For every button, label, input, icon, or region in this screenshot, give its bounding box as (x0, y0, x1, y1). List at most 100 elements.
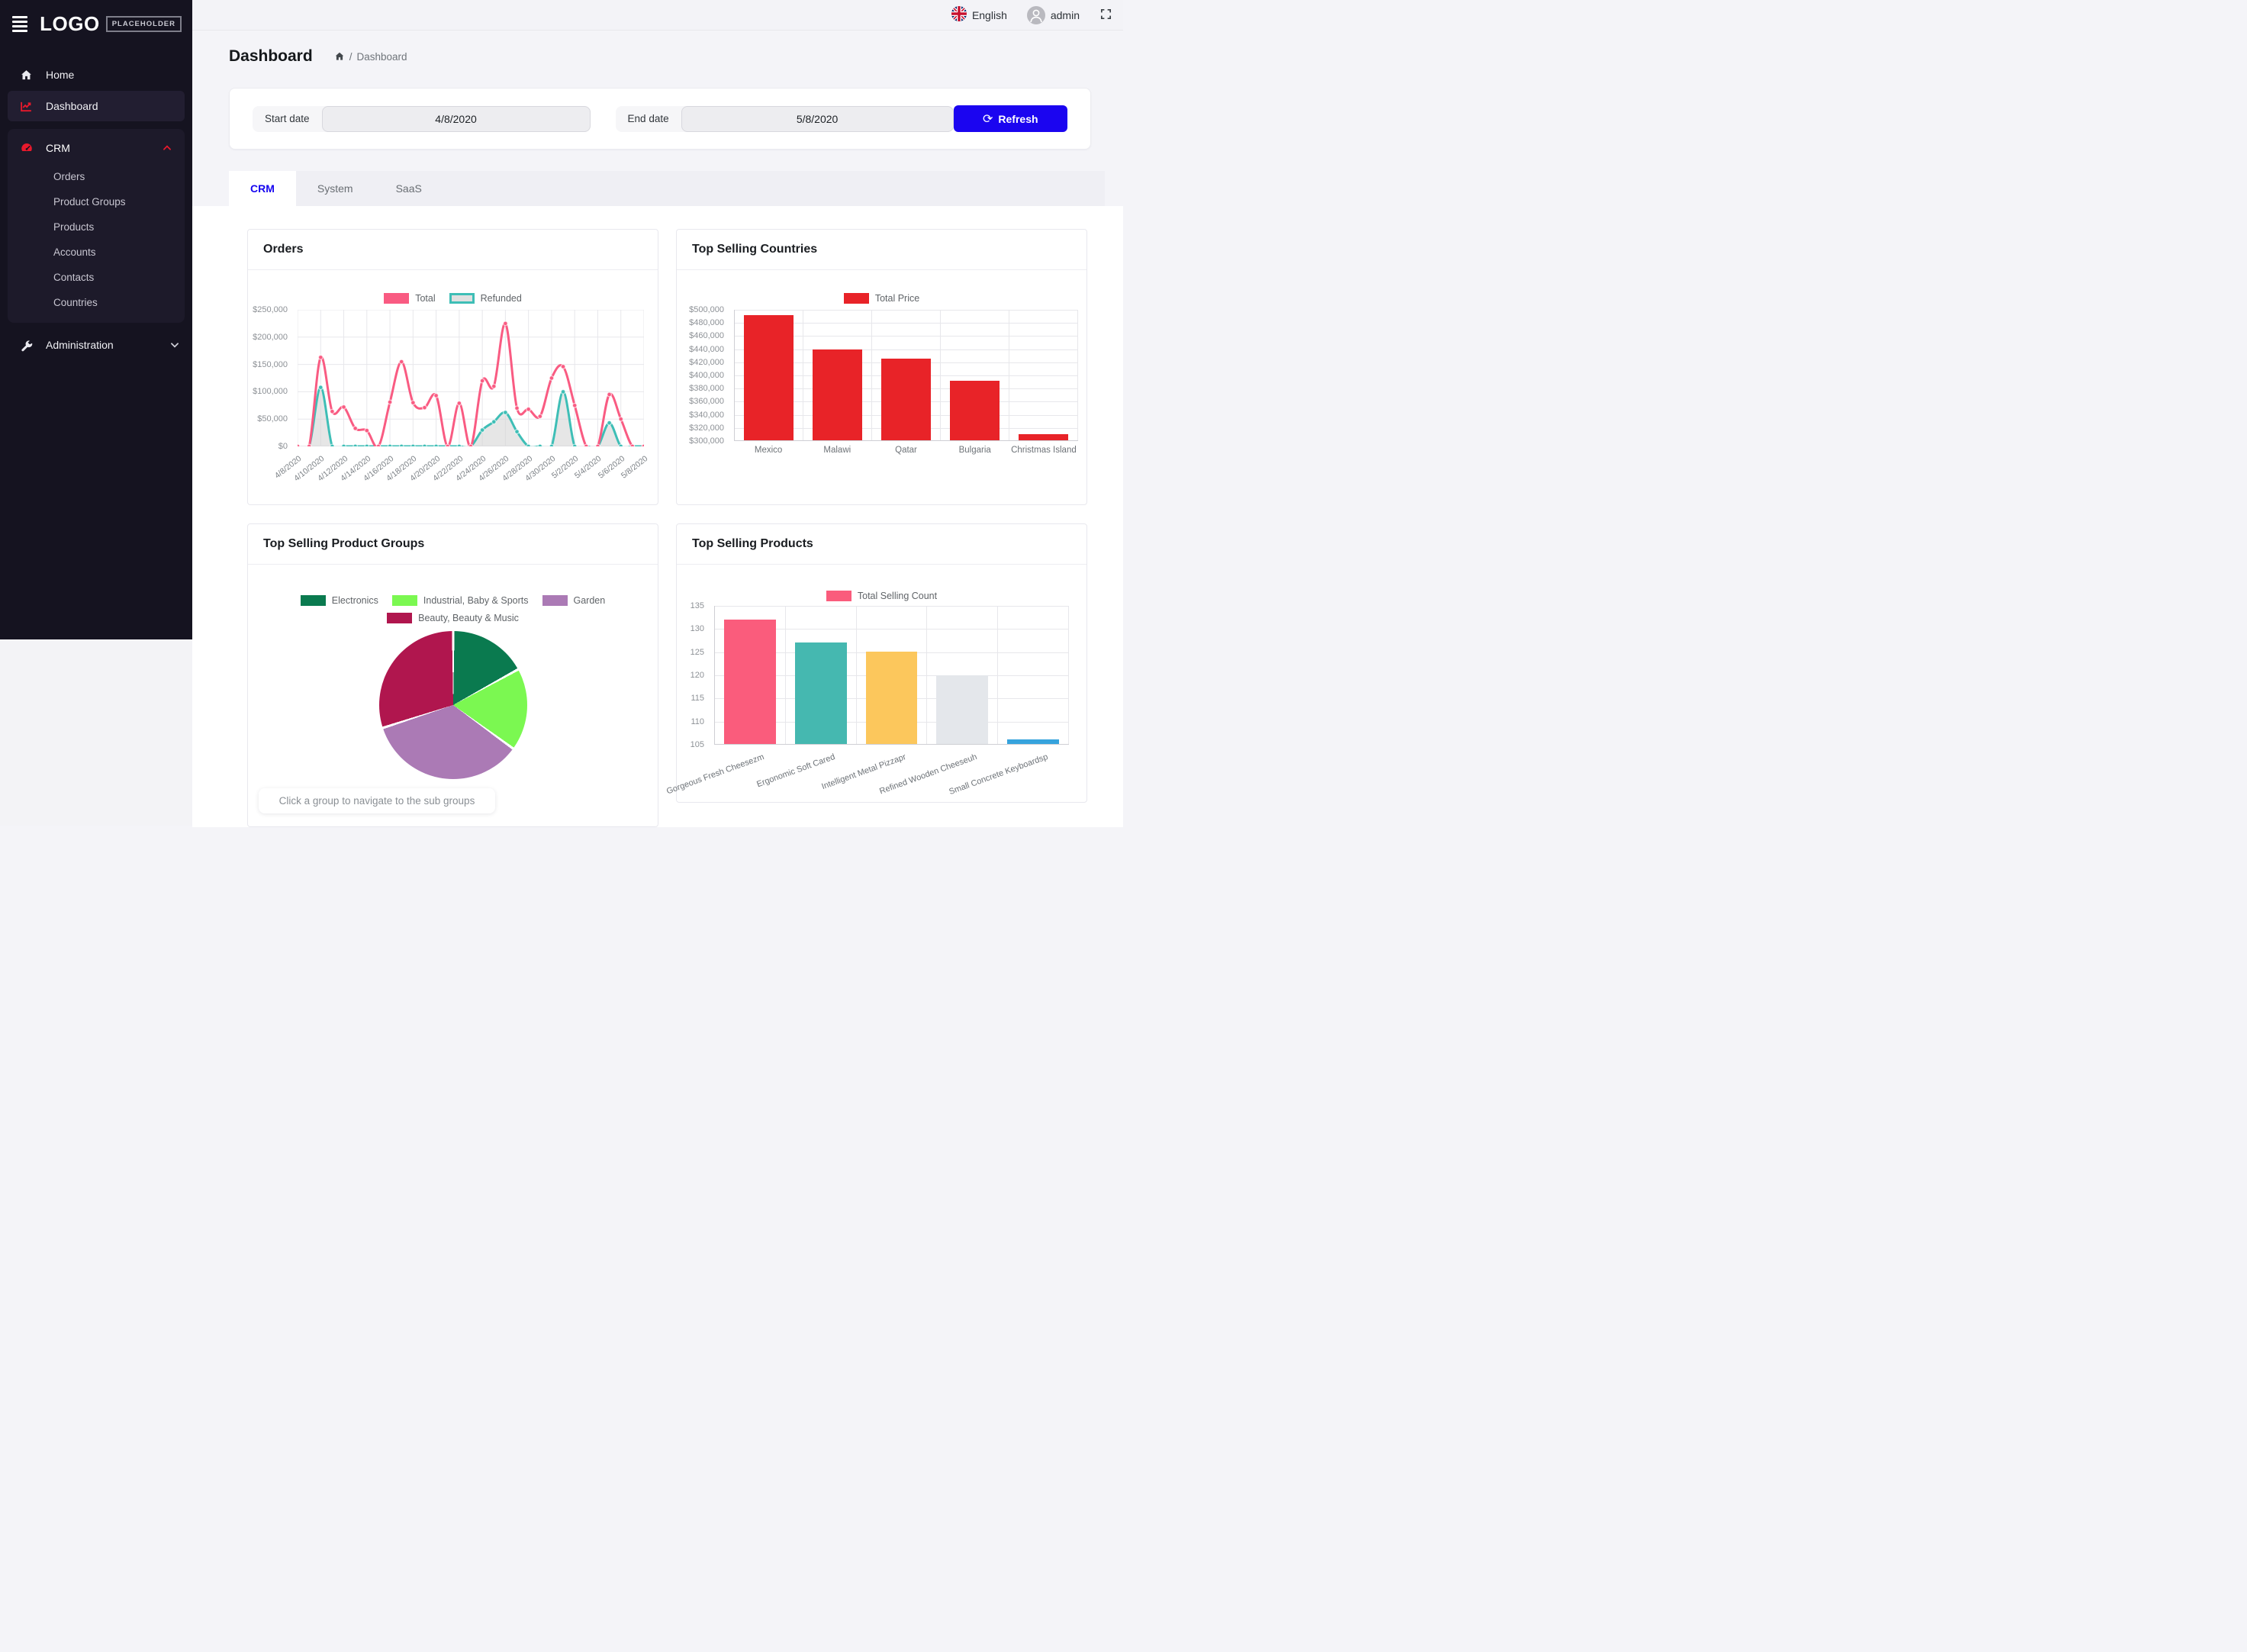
data-point[interactable] (503, 410, 508, 416)
bar[interactable] (880, 359, 932, 440)
data-point[interactable] (618, 416, 624, 422)
data-point[interactable] (375, 443, 381, 446)
data-point[interactable] (549, 443, 555, 446)
legend-item[interactable]: Electronics (300, 595, 378, 606)
data-point[interactable] (422, 404, 427, 411)
tab-saas[interactable]: SaaS (395, 182, 422, 195)
data-point[interactable] (479, 427, 485, 433)
bar[interactable] (1018, 433, 1069, 440)
sidebar-item-products[interactable]: Products (53, 221, 95, 233)
data-point[interactable] (456, 401, 462, 406)
sidebar-item-administration[interactable]: Administration (0, 330, 192, 359)
data-point[interactable] (353, 425, 359, 431)
data-point[interactable] (330, 443, 335, 446)
data-point[interactable] (341, 404, 346, 410)
data-point[interactable] (618, 443, 624, 446)
legend-item[interactable]: Industrial, Baby & Sports (391, 595, 529, 606)
menu-toggle-icon[interactable] (12, 14, 28, 34)
sidebar-item-dashboard[interactable]: Dashboard (8, 91, 185, 121)
bar[interactable] (794, 642, 847, 744)
data-point[interactable] (560, 364, 566, 369)
product-groups-pie-chart[interactable] (378, 631, 527, 779)
data-point[interactable] (607, 420, 613, 426)
logo[interactable]: LOGO (40, 12, 100, 35)
data-point[interactable] (583, 443, 589, 446)
data-point[interactable] (560, 388, 566, 394)
data-point[interactable] (364, 443, 370, 446)
data-point[interactable] (398, 443, 404, 446)
category-cell (857, 606, 928, 744)
sidebar-item-accounts[interactable]: Accounts (53, 246, 96, 258)
legend-item[interactable]: Refunded (449, 293, 522, 304)
tab-crm[interactable]: CRM (229, 171, 296, 206)
data-point[interactable] (607, 391, 613, 398)
sidebar-item-product-groups[interactable]: Product Groups (53, 196, 126, 208)
data-point[interactable] (491, 383, 497, 389)
data-point[interactable] (549, 375, 555, 381)
data-point[interactable] (641, 443, 644, 446)
data-point[interactable] (317, 385, 324, 391)
sidebar-item-countries[interactable]: Countries (53, 297, 98, 308)
bar[interactable] (723, 620, 776, 744)
bar[interactable] (865, 652, 918, 744)
data-point[interactable] (629, 443, 636, 446)
data-point[interactable] (479, 378, 485, 384)
end-date-input[interactable] (681, 105, 954, 132)
data-point[interactable] (387, 399, 393, 405)
data-point[interactable] (353, 443, 359, 446)
y-axis-tick-label: 105 (690, 740, 704, 749)
bar[interactable] (1007, 739, 1060, 744)
sidebar-item-contacts[interactable]: Contacts (53, 272, 95, 283)
data-point[interactable] (526, 443, 532, 446)
sidebar-item-home[interactable]: Home (0, 60, 192, 89)
language-selector[interactable]: English (951, 6, 1007, 24)
legend-item[interactable]: Total (384, 293, 436, 304)
data-point[interactable] (537, 443, 543, 446)
legend-item[interactable]: Total Selling Count (826, 591, 937, 601)
tab-system[interactable]: System (317, 182, 353, 195)
bar[interactable] (949, 380, 1000, 440)
data-point[interactable] (595, 443, 600, 446)
data-point[interactable] (456, 443, 462, 446)
refresh-button[interactable]: ⟳ Refresh (953, 105, 1067, 132)
data-point[interactable] (387, 443, 393, 446)
data-point[interactable] (364, 427, 370, 433)
data-point[interactable] (514, 429, 520, 435)
user-menu[interactable]: admin (1026, 5, 1080, 24)
data-point[interactable] (514, 405, 520, 411)
fullscreen-button[interactable] (1099, 8, 1112, 23)
data-point[interactable] (422, 443, 427, 446)
card-title: Top Selling Products (692, 537, 813, 550)
data-point[interactable] (537, 414, 543, 420)
data-point[interactable] (298, 443, 301, 446)
data-point[interactable] (491, 419, 497, 425)
sidebar-item-orders[interactable]: Orders (53, 171, 85, 182)
bar[interactable] (812, 349, 863, 440)
bar[interactable] (743, 314, 794, 440)
data-point[interactable] (306, 443, 312, 446)
breadcrumb-item[interactable]: Dashboard (356, 50, 407, 63)
data-point[interactable] (526, 406, 532, 412)
data-point[interactable] (410, 400, 416, 406)
sidebar-item-crm[interactable]: CRM (8, 132, 185, 164)
start-date-input[interactable] (321, 105, 591, 132)
data-point[interactable] (571, 402, 578, 408)
grid-line (735, 310, 1078, 311)
data-point[interactable] (341, 443, 346, 446)
data-point[interactable] (410, 443, 416, 446)
legend-item[interactable]: Beauty, Beauty & Music (387, 613, 519, 623)
data-point[interactable] (317, 354, 324, 360)
data-point[interactable] (433, 393, 439, 398)
legend-item[interactable]: Garden (542, 595, 605, 606)
data-point[interactable] (330, 408, 335, 414)
legend-item[interactable]: Total Price (843, 293, 919, 304)
data-point[interactable] (571, 443, 578, 446)
category-cell (1009, 310, 1078, 440)
data-point[interactable] (468, 443, 474, 446)
data-point[interactable] (445, 443, 451, 446)
data-point[interactable] (433, 443, 439, 446)
bar[interactable] (936, 675, 989, 744)
data-point[interactable] (503, 320, 508, 327)
home-icon[interactable] (334, 51, 345, 62)
data-point[interactable] (398, 359, 404, 365)
